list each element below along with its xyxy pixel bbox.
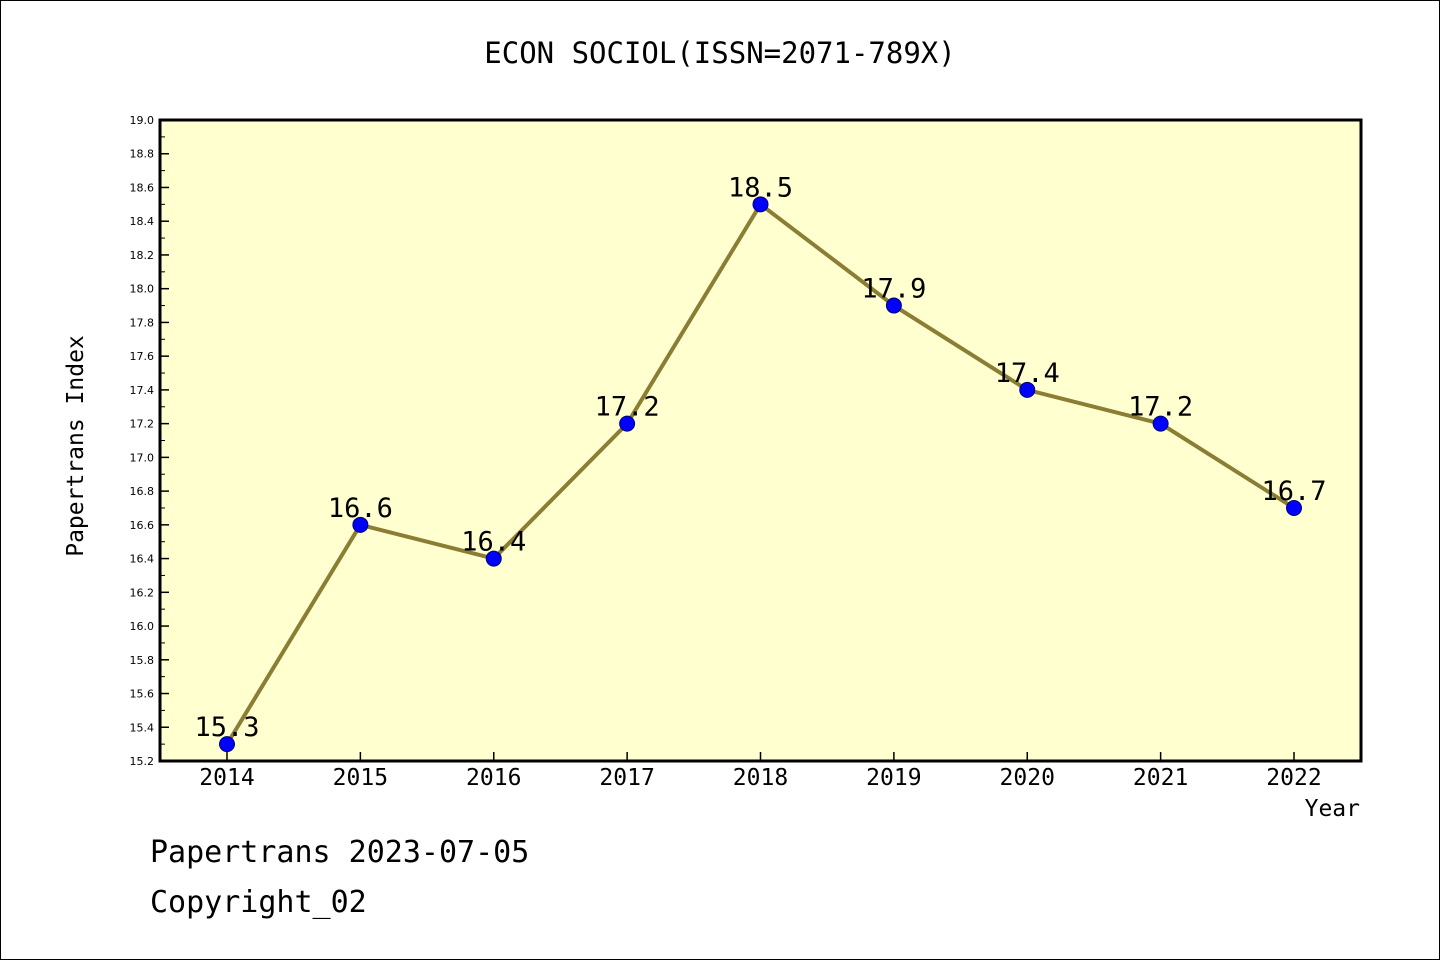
x-axis-label: Year [1304,796,1360,822]
data-point [1286,499,1302,516]
footer-date: Papertrans 2023-07-05 [150,835,530,870]
y-tick-label: 18.2 [130,249,155,262]
y-tick-label: 17.6 [130,350,155,363]
data-labels: 15.3 16.6 16.4 17.2 18.5 17.9 17.4 17.2 16.7 [194,172,1326,743]
data-point [1152,415,1169,432]
data-label: 17.2 [1128,392,1193,423]
y-tick-label: 17.0 [130,451,155,464]
x-tick-label: 2019 [866,765,921,791]
y-tick-label: 16.8 [130,485,155,498]
data-label: 17.2 [595,392,660,423]
y-tick-label: 16.2 [130,586,155,599]
data-label: 16.6 [328,493,393,524]
y-axis: 15.2 15.4 15.6 15.8 16.0 16.2 16.4 16.6 16.8 17.0… [130,114,169,768]
x-tick-label: 2014 [199,765,254,791]
data-label: 17.4 [995,358,1060,389]
x-tick-label: 2021 [1133,765,1188,791]
data-label: 16.4 [461,527,526,558]
y-tick-label: 15.2 [130,755,155,768]
y-tick-label: 18.6 [130,181,155,194]
x-tick-label: 2020 [1000,765,1055,791]
y-tick-label: 15.8 [130,654,155,667]
data-point [485,550,502,567]
data-point [352,516,369,533]
data-point [619,415,636,432]
y-tick-label: 16.4 [130,553,155,566]
y-tick-label: 15.4 [130,721,155,734]
y-tick-label: 19.0 [130,114,155,127]
data-markers [219,196,1302,753]
footer-copyright: Copyright_02 [150,885,367,920]
data-label: 15.3 [194,712,259,743]
y-tick-label: 17.8 [130,316,155,329]
y-tick-label: 17.2 [130,418,155,431]
data-point [885,297,902,314]
data-point [1019,381,1036,398]
data-label: 16.7 [1261,476,1326,507]
x-tick-label: 2017 [599,765,654,791]
y-tick-label: 15.6 [130,688,155,701]
y-tick-label: 18.0 [130,283,155,296]
y-tick-label: 18.4 [130,215,155,228]
y-tick-label: 18.8 [130,148,155,161]
y-tick-label: 16.0 [130,620,155,633]
x-tick-label: 2018 [733,765,788,791]
data-point [219,736,235,753]
plot-border [158,118,1363,763]
plot-area [160,120,1361,761]
x-tick-label: 2015 [333,765,388,791]
y-tick-label: 17.4 [130,384,155,397]
data-label: 18.5 [728,172,793,203]
x-axis: 2014 2015 2016 2017 2018 2019 2020 2021 2022 [199,752,1322,791]
x-tick-label: 2022 [1266,765,1321,791]
chart-title: ECON SOCIOL(ISSN=2071-789X) [484,36,956,70]
data-label: 17.9 [861,274,926,305]
y-tick-label: 16.6 [130,519,155,532]
data-point [752,196,769,213]
x-tick-label: 2016 [466,765,521,791]
